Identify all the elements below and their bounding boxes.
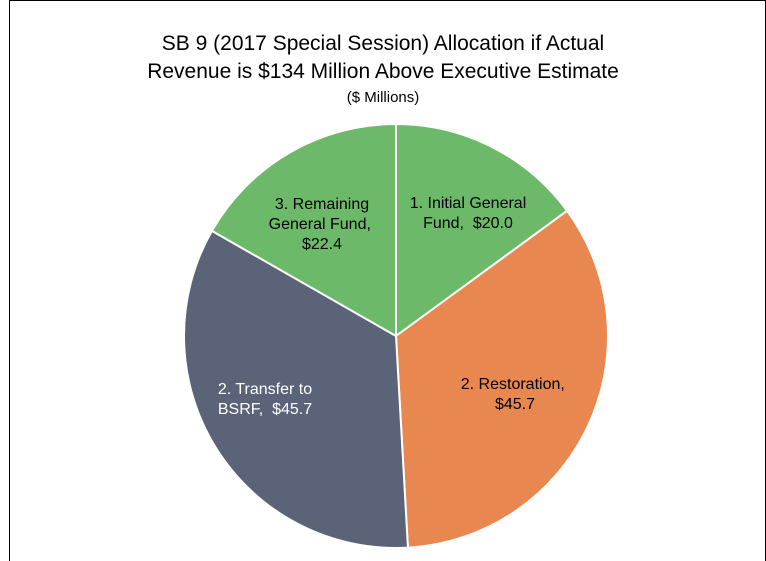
chart-title: SB 9 (2017 Special Session) Allocation i… (0, 30, 766, 86)
slice-category: 2. Restoration (460, 376, 561, 393)
title-line: SB 9 (2017 Special Session) Allocation i… (161, 32, 605, 55)
slice-category: 3. Remaining General Fund (268, 196, 370, 233)
pie-slice (395, 122, 569, 338)
slice-value: $20.0 (472, 215, 513, 232)
slice-label: 1. Initial General Fund, $20.0 (409, 195, 527, 232)
slice-value: $45.7 (494, 396, 536, 413)
pie-slice (183, 229, 409, 550)
pie-slice (394, 209, 609, 549)
slice-category: 1. Initial General Fund (409, 195, 527, 232)
chart-subtitle: ($ Millions) (346, 89, 420, 106)
slice-value: $22.4 (301, 236, 343, 253)
pie-slice (210, 122, 397, 338)
slice-label: 2. Transfer to BSRF, $45.7 (217, 381, 313, 418)
title-line: Revenue is $134 Million Above Executive … (147, 60, 619, 83)
slice-category: 2. Transfer to BSRF (217, 381, 313, 418)
slice-label: 2. Restoration, $45.7 (460, 376, 570, 413)
slice-value: $45.7 (272, 401, 313, 418)
slice-label: 3. Remaining General Fund, $22.4 (268, 196, 376, 253)
